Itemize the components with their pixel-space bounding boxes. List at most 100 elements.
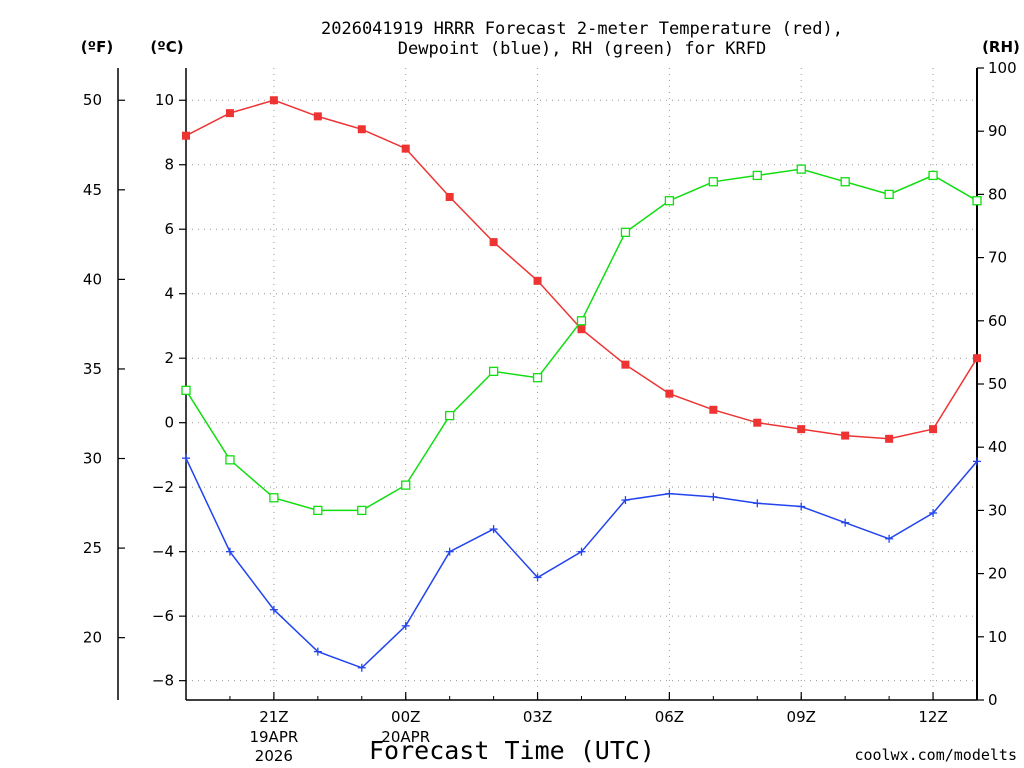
relative-humidity-line [185,168,978,512]
relative-humidity-point [796,164,806,174]
celsius-tick-label: −4 [152,543,174,561]
2-meter-temperature-point [489,238,498,247]
relative-humidity-point [488,366,499,377]
2-meter-temperature-point [313,112,322,121]
2-meter-temperature-point [841,431,850,440]
2-meter-temperature-line [185,99,978,440]
2-meter-temperature-point [885,434,894,443]
x-tick-label: 09Z [787,708,816,726]
fahrenheit-tick-label: 25 [83,539,102,557]
2-meter-temperature-point [753,418,762,427]
celsius-tick-label: 4 [164,285,174,303]
rh-unit-label: (RH) [982,38,1020,56]
rh-tick-label: 40 [988,438,1007,456]
x-tick-label: 21Z [259,708,288,726]
rh-tick-label: 90 [988,122,1007,140]
celsius-tick-label: −2 [152,478,174,496]
grid-lines [186,68,977,700]
dewpoint-point [753,499,762,508]
relative-humidity-point [357,505,367,516]
dewpoint-point [665,489,674,498]
relative-humidity-point [664,196,675,206]
2-meter-temperature-point [401,144,410,153]
x-tick-label: 12Z [918,708,947,726]
2-meter-temperature-point [182,131,190,140]
relative-humidity-point [972,196,982,206]
dewpoint-point [841,518,850,527]
rh-tick-label: 60 [988,312,1007,330]
relative-humidity-point [313,505,323,516]
celsius-unit-label: (ºC) [150,38,183,56]
x-tick-year-label: 2026 [255,747,293,765]
rh-tick-label: 80 [988,185,1007,203]
2-meter-temperature-point [929,425,938,434]
celsius-tick-label: 6 [164,220,174,238]
dewpoint-point [401,621,410,630]
2-meter-temperature-point [225,109,234,118]
dewpoint-point [577,547,586,556]
2-meter-temperature-point [533,276,542,285]
celsius-tick-label: 10 [155,91,174,109]
2-meter-temperature-point [665,389,674,398]
rh-tick-label: 10 [988,628,1007,646]
2-meter-temperature-point [577,325,586,334]
fahrenheit-tick-label: 20 [83,629,102,647]
dewpoint-point [929,508,938,517]
dewpoint-point [357,663,366,672]
rh-tick-label: 20 [988,565,1007,583]
dewpoint-point [182,454,190,463]
celsius-tick-label: −6 [152,607,174,625]
relative-humidity-point [445,410,455,421]
rh-tick-label: 100 [988,59,1017,77]
dewpoint-point [313,647,322,656]
fahrenheit-tick-label: 30 [83,450,102,468]
relative-humidity-point [401,480,411,490]
relative-humidity-point [708,177,718,187]
celsius-tick-label: 2 [164,349,174,367]
dewpoint-point [533,573,542,582]
2-meter-temperature-point [269,96,278,105]
fahrenheit-tick-label: 45 [83,181,102,199]
2-meter-temperature-point [797,425,806,434]
dewpoint-point [797,502,806,511]
dewpoint-point [225,547,234,556]
x-tick-label: 03Z [523,708,552,726]
rh-tick-label: 50 [988,375,1007,393]
relative-humidity-point [620,227,631,237]
relative-humidity-point [928,170,938,181]
relative-humidity-point [884,189,894,200]
x-tick-date-label: 19APR [249,728,298,746]
2-meter-temperature-point [357,125,366,134]
2-meter-temperature-point [973,354,981,363]
relative-humidity-point [181,385,191,395]
fahrenheit-tick-label: 50 [83,91,102,109]
fahrenheit-tick-label: 40 [83,270,102,288]
celsius-tick-label: 8 [164,156,174,174]
dewpoint-point [973,457,981,466]
relative-humidity-point [576,316,587,326]
2-meter-temperature-point [445,192,454,201]
2-meter-temperature-point [621,360,630,369]
axes: −8 −6 −4 −2 0 2 4 6 8 10 20 25 30 35 40 45 50 0 10 20 30 40 50… [83,59,1017,765]
dewpoint-line [185,457,978,669]
fahrenheit-tick-label: 35 [83,360,102,378]
rh-tick-label: 0 [988,691,998,709]
dewpoint-point [885,534,894,543]
fahrenheit-unit-label: (ºF) [81,38,113,56]
x-tick-label: 06Z [655,708,684,726]
data-series [181,96,982,672]
chart-subtitle: Dewpoint (blue), RH (green) for KRFD [398,39,766,59]
celsius-tick-label: 0 [164,414,174,432]
dewpoint-point [489,525,498,534]
relative-humidity-point [269,493,279,503]
relative-humidity-point [752,170,762,181]
2-meter-temperature-point [709,405,718,414]
dewpoint-point [445,547,454,556]
relative-humidity-point [840,177,850,187]
relative-humidity-point [225,455,235,465]
credit-link[interactable]: coolwx.com/modelts [854,746,1017,764]
dewpoint-point [709,492,718,501]
celsius-tick-label: −8 [152,672,174,690]
x-tick-date-label: 20APR [381,728,430,746]
